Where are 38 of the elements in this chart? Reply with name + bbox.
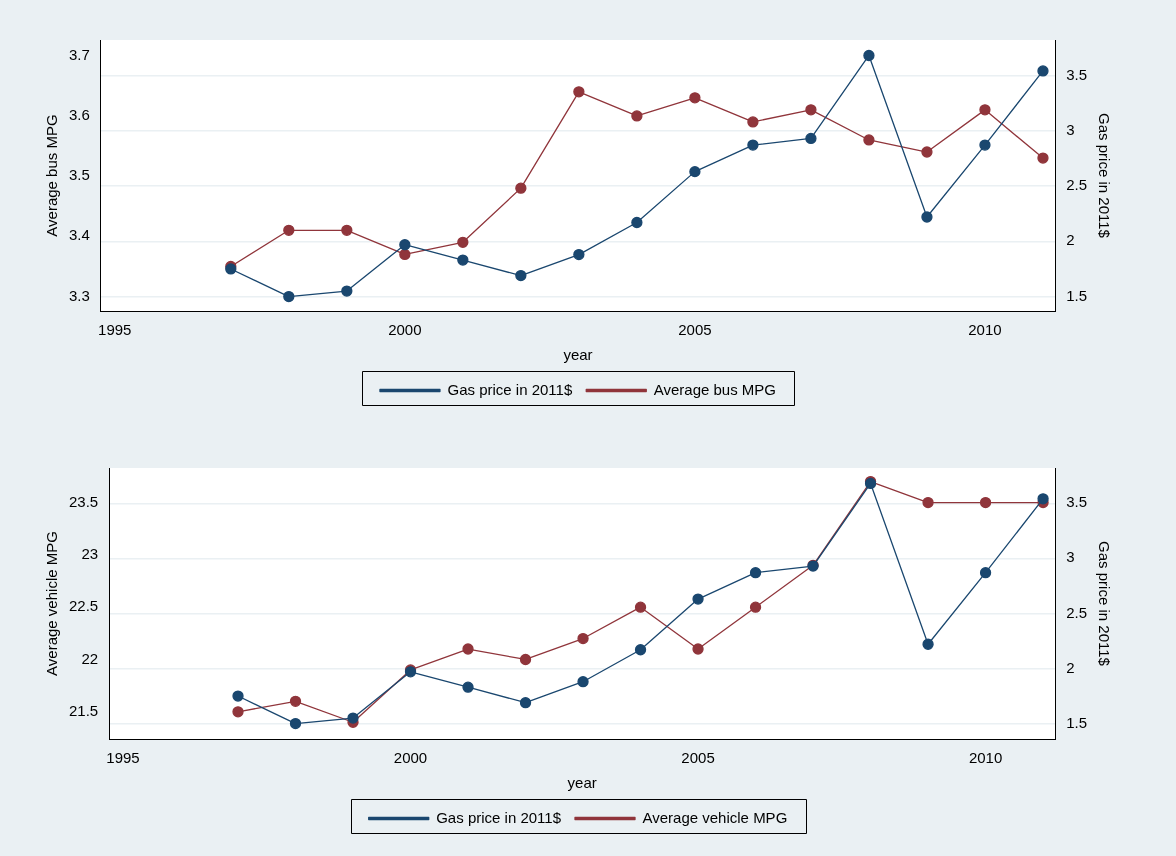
y-tick-label: 21.5 <box>68 701 99 719</box>
x-tick-label: 2005 <box>681 749 715 767</box>
x-tick-label: 2000 <box>393 749 428 767</box>
legend-label: Gas price in 2011$ <box>447 380 573 398</box>
y2-tick-label: 3.5 <box>1066 493 1088 511</box>
y2-tick-label: 1.5 <box>1066 286 1088 304</box>
y-axis-title: Average vehicle MPG <box>43 531 61 676</box>
y-tick-label: 23.5 <box>68 492 99 510</box>
y-tick-label: 22 <box>81 649 99 667</box>
legend-label: Average vehicle MPG <box>642 808 788 826</box>
y2-tick-label: 1.5 <box>1066 713 1088 731</box>
y2-axis-title: Gas price in 2011$ <box>1095 541 1113 667</box>
y2-tick-label: 2 <box>1066 231 1075 249</box>
x-tick-label: 2005 <box>678 321 712 339</box>
y-tick-label: 3.4 <box>68 226 90 244</box>
y2-axis-title: Gas price in 2011$ <box>1095 113 1113 239</box>
y-axis-title: Average bus MPG <box>43 114 61 237</box>
x-tick-label: 2010 <box>968 321 1002 339</box>
legend-label: Average bus MPG <box>653 380 777 398</box>
y2-tick-label: 2.5 <box>1066 176 1088 194</box>
x-tick-label: 2010 <box>968 749 1003 767</box>
y2-tick-label: 3.5 <box>1066 65 1088 83</box>
legend-label: Gas price in 2011$ <box>436 808 562 826</box>
y-tick-label: 3.5 <box>68 166 90 184</box>
y2-tick-label: 3 <box>1066 120 1075 138</box>
y2-tick-label: 3 <box>1066 548 1075 566</box>
y2-tick-label: 2 <box>1066 658 1075 676</box>
y-tick-label: 3.3 <box>68 286 90 304</box>
y-tick-label: 22.5 <box>68 597 99 615</box>
y-tick-label: 3.6 <box>68 106 90 124</box>
y-tick-label: 3.7 <box>68 45 90 63</box>
x-tick-label: 1995 <box>98 321 132 339</box>
x-tick-label: 2000 <box>388 321 422 339</box>
y-tick-label: 23 <box>81 544 99 562</box>
x-axis-title: year <box>563 346 593 364</box>
x-tick-label: 1995 <box>106 749 140 767</box>
y2-tick-label: 2.5 <box>1066 603 1088 621</box>
x-axis-title: year <box>567 774 597 792</box>
